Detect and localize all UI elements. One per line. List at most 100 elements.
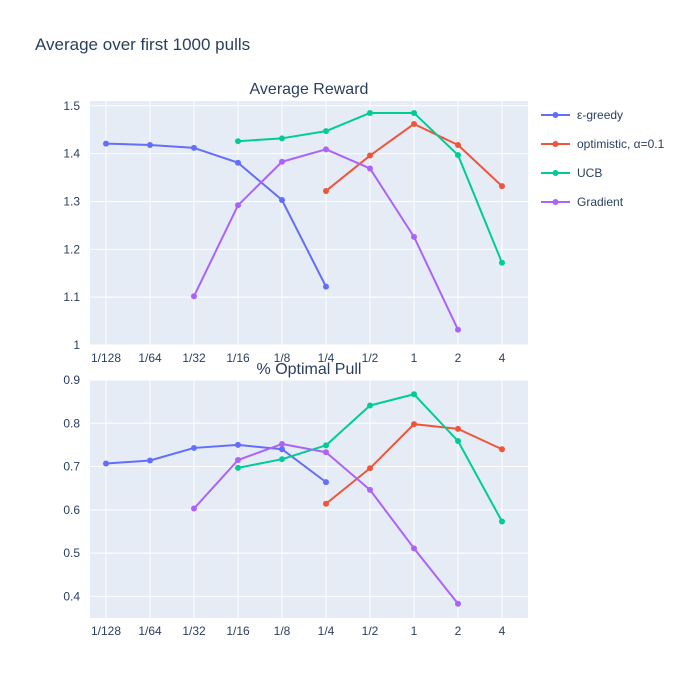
data-point[interactable]: [235, 457, 241, 464]
data-point[interactable]: [499, 259, 505, 266]
legend-marker-icon: [552, 141, 559, 147]
data-point[interactable]: [455, 142, 461, 149]
data-point[interactable]: [455, 152, 461, 159]
data-point[interactable]: [147, 142, 153, 149]
series-1: [323, 120, 505, 194]
data-point[interactable]: [235, 202, 241, 209]
legend-item[interactable]: UCB: [541, 166, 602, 180]
data-point[interactable]: [279, 456, 285, 463]
data-point[interactable]: [411, 421, 417, 428]
data-point[interactable]: [191, 144, 197, 151]
data-point[interactable]: [191, 505, 197, 512]
data-point[interactable]: [411, 120, 417, 127]
x-tick-label: 1: [411, 624, 418, 638]
data-point[interactable]: [455, 425, 461, 432]
x-tick-label: 1/2: [362, 351, 379, 365]
data-point[interactable]: [103, 460, 109, 467]
x-tick-label: 1/4: [318, 624, 335, 638]
data-point[interactable]: [499, 446, 505, 453]
data-point[interactable]: [323, 479, 329, 486]
x-tick-label: 1/64: [138, 351, 162, 365]
data-point[interactable]: [323, 449, 329, 456]
data-point[interactable]: [323, 283, 329, 290]
data-point[interactable]: [499, 183, 505, 190]
data-point[interactable]: [235, 138, 241, 145]
legend-item[interactable]: Gradient: [541, 195, 624, 209]
data-point[interactable]: [367, 402, 373, 409]
y-tick-label: 1.1: [63, 290, 80, 304]
data-point[interactable]: [323, 187, 329, 194]
data-point[interactable]: [499, 518, 505, 525]
data-point[interactable]: [455, 600, 461, 607]
x-tick-label: 1/8: [274, 351, 291, 365]
series-average-reward: [103, 109, 505, 333]
data-point[interactable]: [367, 152, 373, 159]
data-point[interactable]: [235, 159, 241, 166]
x-tick-label: 1/64: [138, 624, 162, 638]
gridlines-optimal-pull: [90, 379, 528, 618]
data-point[interactable]: [455, 326, 461, 333]
y-tick-label: 0.4: [63, 589, 80, 603]
series-3: [191, 146, 461, 333]
x-tick-label: 1/16: [226, 351, 250, 365]
y-tick-label: 0.6: [63, 503, 80, 517]
data-point[interactable]: [103, 140, 109, 147]
subplot-title-average-reward: Average Reward: [250, 81, 369, 98]
data-point[interactable]: [411, 109, 417, 116]
series-line: [105, 443, 327, 483]
x-tick-label: 1/16: [226, 624, 250, 638]
data-point[interactable]: [411, 545, 417, 552]
legend-label: ε-greedy: [577, 108, 623, 122]
y-tick-label: 1: [73, 338, 80, 352]
data-point[interactable]: [191, 293, 197, 300]
data-point[interactable]: [323, 128, 329, 135]
x-tick-label: 4: [499, 351, 506, 365]
data-point[interactable]: [279, 135, 285, 142]
data-point[interactable]: [279, 446, 285, 453]
legend-marker-icon: [552, 170, 559, 176]
y-tick-label: 0.5: [63, 546, 80, 560]
legend-marker-icon: [552, 199, 559, 205]
x-tick-label: 1/8: [274, 624, 291, 638]
series-optimal-pull: [103, 391, 505, 607]
x-ticks-average-reward: 1/128 1/64 1/32 1/16 1/8 1/4 1/2 1 2 4: [91, 351, 506, 365]
series-0: [103, 441, 329, 486]
x-tick-label: 1/2: [362, 624, 379, 638]
data-point[interactable]: [411, 391, 417, 398]
data-point[interactable]: [279, 197, 285, 204]
data-point[interactable]: [411, 233, 417, 240]
x-tick-label: 1/32: [182, 624, 206, 638]
x-tick-label: 2: [455, 351, 462, 365]
legend-item[interactable]: optimistic, α=0.1: [541, 137, 665, 151]
data-point[interactable]: [323, 146, 329, 153]
series-line: [105, 142, 327, 288]
data-point[interactable]: [235, 464, 241, 471]
series-0: [103, 140, 329, 290]
y-ticks-optimal-pull: 0.4 0.5 0.6 0.7 0.8 0.9: [63, 373, 80, 603]
x-tick-label: 2: [455, 624, 462, 638]
legend-marker-icon: [552, 112, 559, 118]
data-point[interactable]: [279, 158, 285, 165]
y-ticks-average-reward: 1 1.1 1.2 1.3 1.4 1.5: [63, 99, 80, 352]
x-tick-label: 1: [411, 351, 418, 365]
data-point[interactable]: [235, 441, 241, 448]
y-tick-label: 1.5: [63, 99, 80, 113]
data-point[interactable]: [323, 442, 329, 449]
y-tick-label: 1.3: [63, 194, 80, 208]
series-3: [191, 441, 461, 607]
data-point[interactable]: [191, 444, 197, 451]
legend-item[interactable]: ε-greedy: [541, 108, 623, 122]
data-point[interactable]: [367, 109, 373, 116]
data-point[interactable]: [367, 165, 373, 172]
data-point[interactable]: [367, 486, 373, 493]
y-tick-label: 0.9: [63, 373, 80, 387]
data-point[interactable]: [367, 465, 373, 472]
legend[interactable]: ε-greedy optimistic, α=0.1 UCB Gradient: [541, 108, 665, 209]
x-tick-label: 1/128: [91, 351, 121, 365]
data-point[interactable]: [279, 441, 285, 448]
y-tick-label: 1.2: [63, 242, 80, 256]
data-point[interactable]: [147, 457, 153, 464]
legend-label: optimistic, α=0.1: [577, 137, 665, 151]
data-point[interactable]: [455, 438, 461, 445]
data-point[interactable]: [323, 500, 329, 507]
